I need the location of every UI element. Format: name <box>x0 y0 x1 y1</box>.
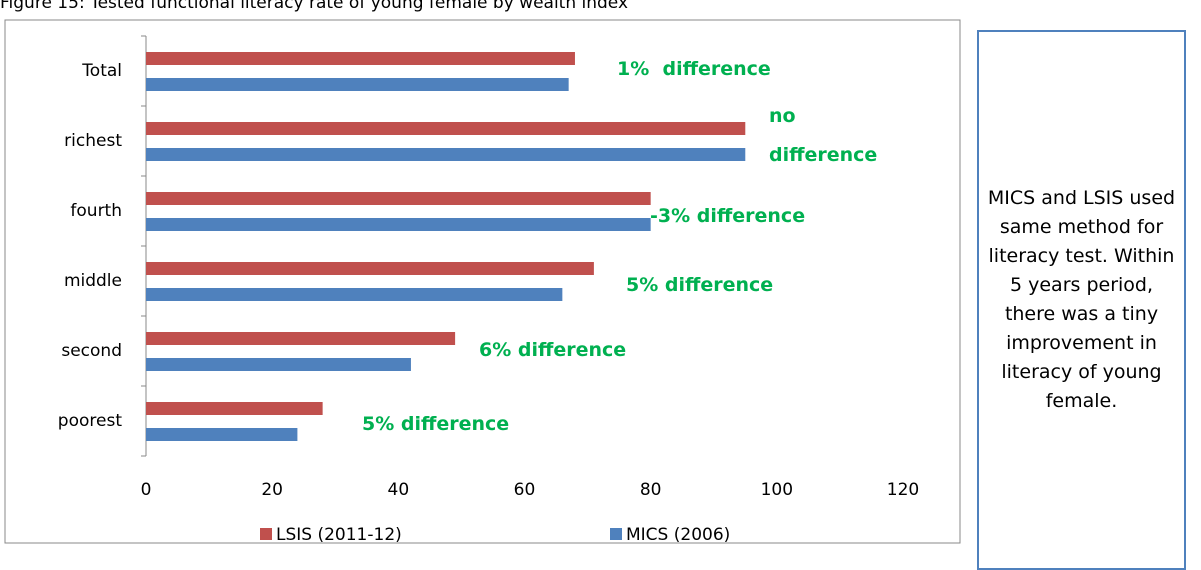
annotation: 6% difference <box>479 339 627 361</box>
bar <box>146 402 323 415</box>
x-tick-label: 100 <box>761 480 793 500</box>
x-tick-label: 80 <box>640 480 662 500</box>
bar <box>146 288 563 301</box>
legend-label: LSIS (2011-12) <box>276 525 402 545</box>
bar <box>146 192 651 205</box>
note-box: MICS and LSIS used same method for liter… <box>977 30 1186 570</box>
bar <box>146 428 298 441</box>
legend-swatch <box>610 528 622 540</box>
annotation: no difference <box>769 105 878 166</box>
note-text: MICS and LSIS used same method for liter… <box>987 187 1176 412</box>
legend-swatch <box>260 528 272 540</box>
legend-label: MICS (2006) <box>626 525 730 545</box>
bar <box>146 262 594 275</box>
annotation: 1% difference <box>617 58 771 80</box>
chart-title: Figure 15: Tested functional literacy ra… <box>0 0 628 13</box>
y-tick-label: poorest <box>58 411 123 431</box>
y-tick-label: second <box>61 341 122 361</box>
y-tick-label: richest <box>64 131 122 151</box>
y-tick-label: Total <box>81 61 122 81</box>
annotation: -3% difference <box>650 205 806 227</box>
annotation: 5% difference <box>626 274 774 296</box>
bar <box>146 148 746 161</box>
bar <box>146 332 456 345</box>
y-tick-label: middle <box>64 271 122 291</box>
bar <box>146 218 651 231</box>
bar <box>146 78 569 91</box>
bar <box>146 52 575 65</box>
x-tick-label: 40 <box>388 480 410 500</box>
x-tick-label: 0 <box>141 480 152 500</box>
x-tick-label: 120 <box>887 480 919 500</box>
x-tick-label: 60 <box>514 480 536 500</box>
y-tick-label: fourth <box>70 201 122 221</box>
x-tick-label: 20 <box>261 480 283 500</box>
chart-frame <box>4 19 961 544</box>
chart: Figure 15: Tested functional literacy ra… <box>0 0 961 545</box>
annotation: 5% difference <box>362 413 510 435</box>
bar <box>146 358 411 371</box>
bar <box>146 122 746 135</box>
